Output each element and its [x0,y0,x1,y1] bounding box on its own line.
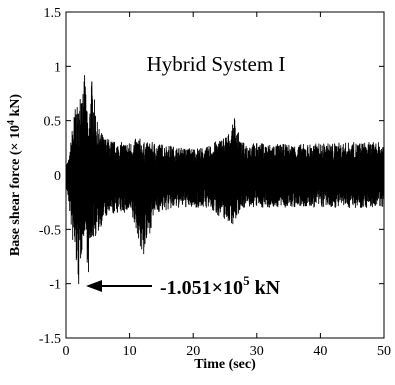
y-axis-title-main: Base shear force (× 10 [8,125,23,256]
y-axis-title-unit: kN) [8,94,23,120]
annotation-arrowhead [86,280,102,292]
x-tick-label: 30 [250,344,264,359]
y-tick-label: 0.5 [44,115,62,130]
base-shear-series-line [65,75,385,285]
x-axis-title: Time (sec) [194,357,256,372]
x-tick-label: 50 [377,344,391,359]
y-axis-title: Base shear force (× 104 kN) [6,94,23,257]
y-axis-title-exponent: 4 [6,120,17,125]
x-tick-label: 0 [63,344,70,359]
y-tick-label: -1.5 [39,332,61,347]
x-tick-label: 40 [313,344,327,359]
min-annotation: -1.051×105 kN [86,273,281,299]
annotation-unit: kN [250,277,281,299]
x-tick-label: 20 [186,344,200,359]
y-tick-label: 0 [54,169,61,184]
y-tick-label: -0.5 [39,223,61,238]
annotation-label: -1.051×105 kN [160,273,281,299]
x-tick-label: 10 [123,344,137,359]
annotation-mantissa: -1.051×10 [160,277,243,299]
ticks-layer: 0 10 20 30 40 50 1.5 1 0.5 0 -0.5 -1 -1.5 [39,6,391,359]
y-tick-label: -1 [49,278,61,293]
annotation-exponent: 5 [243,273,250,288]
y-tick-label: 1.5 [44,6,62,21]
y-tick-label: 1 [54,60,61,75]
series-layer [65,75,385,285]
panel-title: Hybrid System I [147,52,286,76]
